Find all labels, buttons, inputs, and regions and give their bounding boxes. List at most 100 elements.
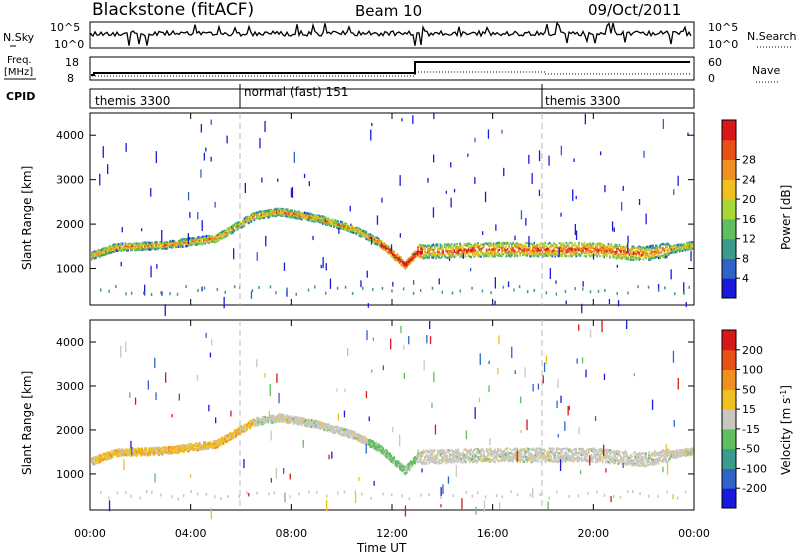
range-gate-cell — [106, 452, 108, 455]
range-gate-cell — [666, 246, 668, 249]
range-gate-cell — [554, 251, 556, 255]
range-gate-cell — [177, 240, 180, 243]
ground-scatter-cell — [169, 292, 171, 296]
range-gate-cell — [92, 250, 94, 254]
range-gate-cell — [604, 253, 607, 256]
range-gate-cell — [163, 241, 166, 244]
range-gate-cell — [331, 222, 334, 226]
range-gate-cell — [425, 252, 428, 255]
range-gate-cell — [203, 447, 205, 450]
range-gate-cell — [522, 246, 524, 249]
range-gate-cell — [189, 446, 191, 449]
range-gate-cell — [257, 213, 260, 216]
range-gate-cell — [646, 249, 649, 252]
range-gate-cell — [597, 252, 600, 255]
range-gate-cell — [442, 250, 444, 253]
range-gate-cell — [275, 214, 278, 217]
range-gate-cell — [609, 255, 611, 258]
range-gate-cell — [487, 248, 489, 252]
range-gate-cell — [457, 246, 460, 249]
ground-scatter-cell — [381, 286, 384, 290]
range-gate-cell — [183, 444, 185, 447]
cpid-segment-3: themis 3300 — [545, 94, 620, 108]
ground-scatter-cell — [441, 290, 444, 294]
range-gate-cell — [560, 254, 562, 257]
range-gate-cell — [247, 215, 250, 218]
range-gate-cell — [575, 252, 577, 255]
range-gate-cell — [306, 218, 309, 221]
range-gate-cell — [385, 245, 387, 248]
range-gate-cell — [526, 254, 528, 257]
range-gate-cell — [240, 224, 243, 227]
range-gate-cell — [488, 248, 491, 251]
range-gate-cell — [415, 251, 418, 254]
range-gate-cell — [428, 250, 430, 253]
range-gate-cell — [361, 231, 363, 234]
range-gate-cell — [225, 232, 227, 235]
range-gate-cell — [148, 241, 150, 244]
range-gate-cell — [140, 454, 142, 457]
ground-scatter-cell — [143, 291, 145, 295]
range-gate-cell — [616, 247, 618, 250]
range-gate-cell — [425, 245, 428, 248]
range-gate-cell — [316, 216, 318, 219]
range-gate-cell — [473, 244, 475, 247]
scatter-cell — [670, 269, 672, 280]
range-gate-cell — [511, 250, 513, 253]
range-gate-cell — [96, 251, 99, 254]
range-gate-cell — [616, 244, 618, 247]
range-gate-cell — [480, 248, 482, 251]
range-gate-cell — [205, 237, 208, 240]
range-gate-cell — [438, 251, 440, 254]
range-gate-cell — [200, 443, 202, 446]
range-gate-cell — [520, 246, 523, 249]
ground-scatter-cell — [683, 291, 685, 295]
range-gate-cell — [320, 217, 323, 220]
range-gate-cell — [152, 247, 155, 250]
range-gate-cell — [595, 244, 597, 247]
range-gate-cell — [112, 451, 114, 455]
range-gate-cell — [564, 247, 566, 250]
range-gate-cell — [291, 209, 293, 212]
range-gate-cell — [487, 252, 489, 255]
range-gate-cell — [546, 254, 548, 258]
range-gate-cell — [172, 241, 174, 244]
range-gate-cell — [109, 246, 111, 249]
range-gate-cell — [597, 249, 600, 252]
range-gate-cell — [446, 248, 449, 251]
range-gate-cell — [186, 446, 188, 449]
range-gate-cell — [152, 454, 155, 457]
range-gate-cell — [196, 449, 198, 452]
range-gate-cell — [551, 253, 554, 256]
range-gate-cell — [142, 242, 145, 245]
cpid-segment-1: themis 3300 — [95, 94, 170, 108]
range-gate-cell — [568, 245, 570, 248]
range-gate-cell — [488, 255, 491, 258]
range-gate-cell — [210, 441, 212, 444]
range-gate-cell — [448, 244, 450, 248]
range-gate-cell — [203, 441, 205, 444]
range-gate-cell — [540, 249, 542, 252]
range-gate-cell — [123, 245, 125, 248]
range-gate-cell — [595, 248, 597, 251]
range-gate-cell — [351, 231, 353, 234]
ground-scatter-cell — [351, 291, 354, 295]
range-gate-cell — [343, 225, 345, 229]
range-gate-cell — [217, 235, 219, 238]
freq-trace — [91, 61, 690, 76]
range-gate-cell — [677, 245, 680, 248]
range-gate-cell — [127, 243, 129, 247]
range-gate-cell — [148, 245, 150, 248]
range-gate-cell — [417, 251, 419, 254]
range-gate-cell — [95, 457, 97, 460]
range-gate-cell — [421, 248, 423, 251]
range-gate-cell — [672, 250, 674, 253]
range-gate-cell — [133, 244, 135, 247]
range-gate-cell — [686, 248, 688, 251]
scatter-cell — [201, 220, 203, 231]
range-gate-cell — [540, 246, 542, 249]
range-gate-cell — [474, 254, 477, 257]
range-gate-cell — [478, 245, 481, 248]
range-gate-cell — [103, 253, 106, 256]
